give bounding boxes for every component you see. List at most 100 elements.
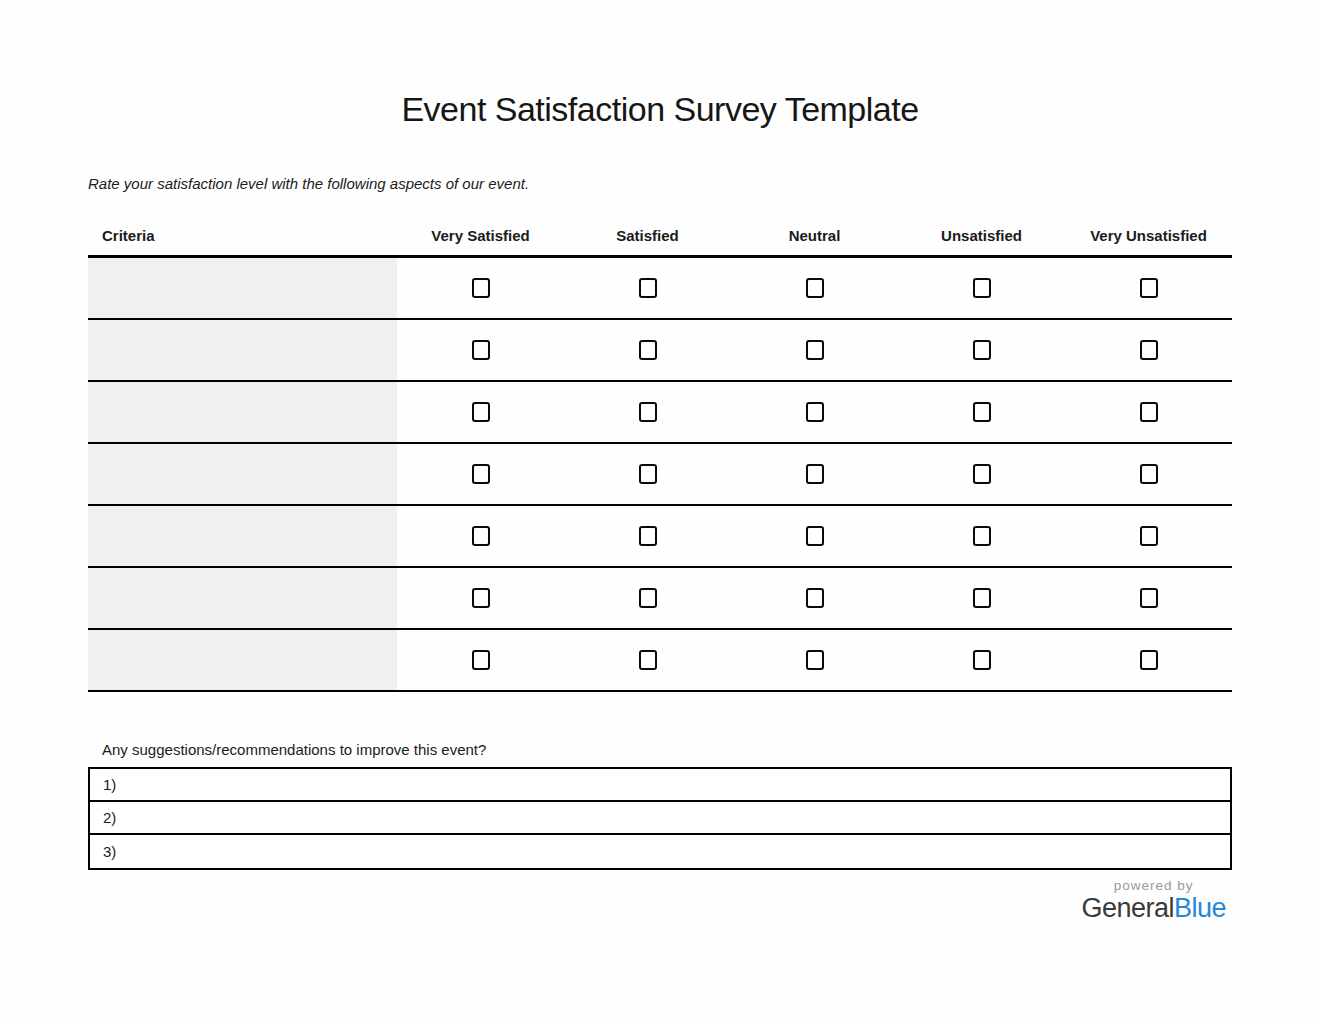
brand-name-blue: Blue: [1174, 893, 1226, 923]
table-header-row: Criteria Very Satisfied Satisfied Neutra…: [88, 216, 1232, 258]
rating-checkbox[interactable]: [472, 526, 490, 546]
rating-cell: [1065, 568, 1232, 628]
header-unsatisfied: Unsatisfied: [898, 227, 1065, 244]
header-neutral: Neutral: [731, 227, 898, 244]
rating-cell: [564, 320, 731, 380]
rating-cell: [731, 444, 898, 504]
rating-checkbox[interactable]: [973, 402, 991, 422]
rating-checkbox[interactable]: [639, 278, 657, 298]
rating-cell: [1065, 506, 1232, 566]
rating-checkbox[interactable]: [639, 650, 657, 670]
suggestion-line: 1): [90, 769, 1230, 802]
survey-table: Criteria Very Satisfied Satisfied Neutra…: [88, 216, 1232, 692]
rating-checkbox[interactable]: [1140, 464, 1158, 484]
rating-cell: [731, 630, 898, 690]
rating-cell: [1065, 320, 1232, 380]
rating-cell: [397, 320, 564, 380]
rating-cell: [564, 258, 731, 318]
suggestion-line: 3): [90, 835, 1230, 868]
header-very-unsatisfied: Very Unsatisfied: [1065, 227, 1232, 244]
suggestion-input[interactable]: [116, 802, 1230, 833]
rating-checkbox[interactable]: [1140, 402, 1158, 422]
rating-cell: [1065, 444, 1232, 504]
rating-cell: [1065, 382, 1232, 442]
rating-cell: [898, 630, 1065, 690]
table-row: [88, 568, 1232, 630]
criteria-cell[interactable]: [88, 630, 397, 690]
rating-checkbox[interactable]: [639, 588, 657, 608]
criteria-cell[interactable]: [88, 320, 397, 380]
powered-by-label: powered by: [1114, 878, 1194, 893]
rating-cell: [731, 382, 898, 442]
rating-cell: [564, 382, 731, 442]
rating-checkbox[interactable]: [806, 402, 824, 422]
rating-checkbox[interactable]: [973, 340, 991, 360]
rating-checkbox[interactable]: [472, 402, 490, 422]
rating-checkbox[interactable]: [806, 588, 824, 608]
rating-checkbox[interactable]: [1140, 588, 1158, 608]
rating-checkbox[interactable]: [806, 650, 824, 670]
suggestion-input[interactable]: [116, 835, 1230, 868]
rating-cell: [397, 444, 564, 504]
criteria-cell[interactable]: [88, 382, 397, 442]
header-criteria: Criteria: [88, 227, 397, 244]
table-row: [88, 630, 1232, 692]
table-row: [88, 444, 1232, 506]
rating-checkbox[interactable]: [973, 650, 991, 670]
rating-checkbox[interactable]: [1140, 650, 1158, 670]
rating-cell: [731, 320, 898, 380]
rating-cell: [397, 630, 564, 690]
rating-cell: [564, 568, 731, 628]
suggestions-box: 1) 2) 3): [88, 767, 1232, 870]
criteria-cell[interactable]: [88, 258, 397, 318]
brand-logo: powered by GeneralBlue: [1081, 878, 1226, 924]
rating-checkbox[interactable]: [1140, 526, 1158, 546]
suggestions-question: Any suggestions/recommendations to impro…: [102, 741, 486, 758]
brand-name-general: General: [1081, 893, 1174, 923]
rating-cell: [1065, 630, 1232, 690]
table-row: [88, 506, 1232, 568]
rating-checkbox[interactable]: [639, 464, 657, 484]
instruction-text: Rate your satisfaction level with the fo…: [88, 175, 529, 192]
rating-checkbox[interactable]: [639, 340, 657, 360]
rating-cell: [898, 506, 1065, 566]
rating-checkbox[interactable]: [472, 340, 490, 360]
suggestion-number: 2): [103, 809, 116, 826]
rating-checkbox[interactable]: [973, 278, 991, 298]
rating-checkbox[interactable]: [472, 464, 490, 484]
header-satisfied: Satisfied: [564, 227, 731, 244]
page-title: Event Satisfaction Survey Template: [0, 90, 1320, 129]
rating-cell: [731, 506, 898, 566]
rating-cell: [397, 506, 564, 566]
rating-checkbox[interactable]: [639, 526, 657, 546]
rating-checkbox[interactable]: [973, 464, 991, 484]
rating-checkbox[interactable]: [806, 526, 824, 546]
rating-cell: [564, 506, 731, 566]
rating-checkbox[interactable]: [806, 278, 824, 298]
header-very-satisfied: Very Satisfied: [397, 227, 564, 244]
rating-checkbox[interactable]: [472, 588, 490, 608]
rating-cell: [898, 258, 1065, 318]
rating-checkbox[interactable]: [973, 526, 991, 546]
rating-cell: [397, 568, 564, 628]
suggestion-number: 3): [103, 843, 116, 860]
rating-checkbox[interactable]: [639, 402, 657, 422]
rating-cell: [397, 258, 564, 318]
criteria-cell[interactable]: [88, 506, 397, 566]
rating-checkbox[interactable]: [1140, 340, 1158, 360]
rating-cell: [564, 630, 731, 690]
rating-checkbox[interactable]: [806, 464, 824, 484]
document-page: Event Satisfaction Survey Template Rate …: [0, 0, 1320, 1020]
rating-checkbox[interactable]: [1140, 278, 1158, 298]
rating-checkbox[interactable]: [806, 340, 824, 360]
rating-checkbox[interactable]: [472, 278, 490, 298]
rating-cell: [731, 258, 898, 318]
table-row: [88, 382, 1232, 444]
criteria-cell[interactable]: [88, 568, 397, 628]
suggestion-line: 2): [90, 802, 1230, 835]
suggestion-input[interactable]: [116, 769, 1230, 800]
rating-checkbox[interactable]: [973, 588, 991, 608]
criteria-cell[interactable]: [88, 444, 397, 504]
rating-cell: [898, 568, 1065, 628]
rating-checkbox[interactable]: [472, 650, 490, 670]
